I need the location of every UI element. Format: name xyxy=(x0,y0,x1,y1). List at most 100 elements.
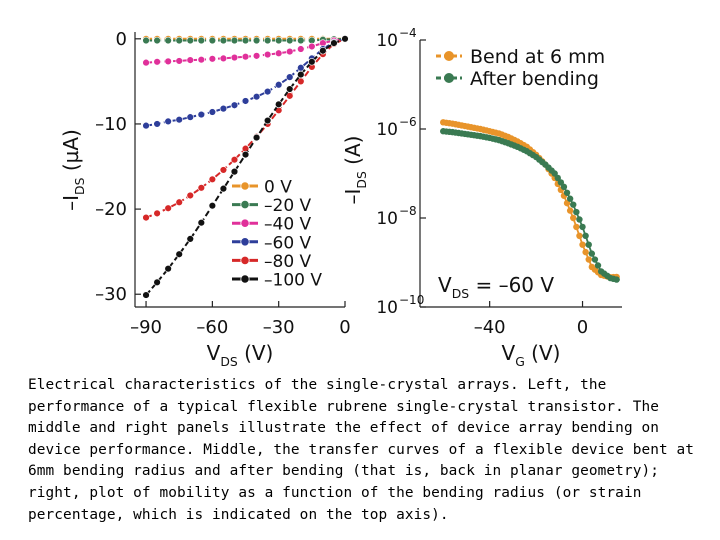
x-tick-label: –90 xyxy=(130,317,162,338)
data-point xyxy=(142,58,150,67)
data-point xyxy=(563,189,571,196)
data-point xyxy=(186,235,194,243)
data-point xyxy=(175,57,183,65)
data-point xyxy=(197,36,206,45)
data-point xyxy=(186,191,194,200)
data-point xyxy=(197,184,206,192)
data-point xyxy=(142,291,150,299)
data-point xyxy=(252,93,261,101)
data-point xyxy=(208,108,217,116)
x-tick-label: –40 xyxy=(474,317,506,338)
legend-marker xyxy=(444,51,454,61)
legend-label: 0 V xyxy=(264,178,292,198)
data-point xyxy=(286,85,294,93)
data-point xyxy=(274,81,283,89)
data-point xyxy=(219,54,228,63)
data-point xyxy=(208,55,217,63)
data-point xyxy=(175,250,183,258)
legend-label: –60 V xyxy=(264,233,312,253)
data-point xyxy=(566,195,574,202)
data-point xyxy=(208,175,217,183)
figure-caption: Electrical characteristics of the single… xyxy=(28,377,695,523)
y-axis-label: –IDS (A) xyxy=(341,136,369,205)
legend-label: –100 V xyxy=(264,271,322,291)
data-point xyxy=(252,36,261,45)
data-point xyxy=(579,241,586,248)
data-point xyxy=(164,204,172,212)
x-tick-label: 0 xyxy=(339,317,350,338)
data-point xyxy=(219,104,228,113)
data-point xyxy=(252,52,261,60)
x-tick-label: –60 xyxy=(196,317,228,338)
data-point xyxy=(286,36,294,45)
legend-label: –80 V xyxy=(264,252,312,272)
data-point xyxy=(153,36,161,45)
data-point xyxy=(175,198,183,206)
y-tick-label: 10 xyxy=(376,31,398,51)
x-tick-label: –30 xyxy=(263,317,295,338)
data-point xyxy=(585,256,592,263)
data-point xyxy=(591,256,599,263)
data-point xyxy=(263,87,272,96)
data-point xyxy=(230,36,239,45)
data-point xyxy=(319,47,327,55)
data-point xyxy=(560,183,568,191)
data-point xyxy=(286,47,294,56)
data-point xyxy=(153,120,161,128)
data-point xyxy=(286,73,294,81)
data-point xyxy=(263,116,272,125)
data-point xyxy=(297,36,305,45)
data-point xyxy=(297,70,305,79)
data-point xyxy=(566,207,574,214)
data-point xyxy=(330,39,338,47)
data-point xyxy=(573,223,580,231)
data-point xyxy=(219,184,228,193)
data-point xyxy=(585,241,592,248)
y-tick-label: 10 xyxy=(376,298,398,318)
data-point xyxy=(230,167,239,176)
y-tick-label: –20 xyxy=(95,199,127,220)
legend-label: Bend at 6 mm xyxy=(470,46,605,68)
data-point xyxy=(554,174,561,182)
data-point xyxy=(175,36,183,45)
y-tick-label: 10 xyxy=(376,120,398,140)
data-point xyxy=(230,156,239,164)
data-point xyxy=(153,58,161,66)
data-point xyxy=(164,117,172,126)
y-tick-label: –10 xyxy=(95,114,127,135)
data-point xyxy=(579,223,586,231)
data-point xyxy=(570,201,577,208)
legend-marker xyxy=(444,73,454,83)
data-point xyxy=(153,278,161,287)
y-tick-label: –30 xyxy=(95,284,127,305)
data-point xyxy=(197,55,206,64)
data-point xyxy=(142,213,150,222)
data-point xyxy=(142,121,150,130)
data-point xyxy=(576,232,583,239)
data-point xyxy=(263,50,272,59)
data-point xyxy=(308,42,316,51)
data-point xyxy=(219,166,228,174)
data-point xyxy=(582,232,589,239)
x-tick-label: 0 xyxy=(577,317,588,338)
data-point xyxy=(208,201,217,210)
x-axis-label: VDS (V) xyxy=(207,341,274,369)
data-point xyxy=(186,56,194,64)
y-tick-exponent: −10 xyxy=(399,293,424,307)
data-point xyxy=(175,115,183,124)
data-point xyxy=(570,214,577,222)
data-point xyxy=(557,179,565,186)
legend-marker xyxy=(240,255,250,265)
y-tick-exponent: −4 xyxy=(399,26,417,40)
legend-label: –20 V xyxy=(264,196,312,216)
data-point xyxy=(164,36,172,45)
data-point xyxy=(186,113,194,121)
data-point xyxy=(241,97,250,105)
data-point xyxy=(230,53,239,62)
legend-label: After bending xyxy=(470,68,599,90)
data-point xyxy=(274,36,283,45)
data-point xyxy=(241,36,250,45)
